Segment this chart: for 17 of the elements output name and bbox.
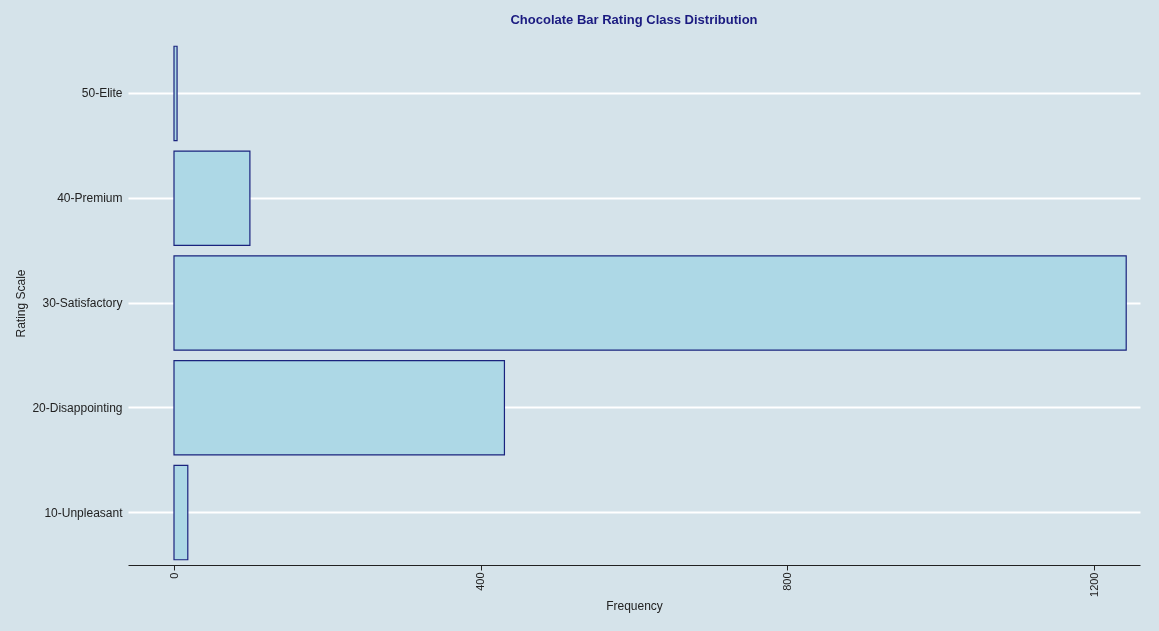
y-tick-label: 20-Disappointing [32, 400, 123, 415]
y-tick-label: 10-Unpleasant [44, 505, 124, 520]
bar [173, 464, 189, 561]
x-tick-label: 400 [474, 572, 487, 591]
y-tick-label: 40-Premium [57, 191, 123, 206]
bar [173, 360, 506, 456]
y-tick-label: 50-Elite [81, 86, 123, 101]
bar [173, 45, 178, 142]
x-tick-label: 0 [167, 572, 180, 579]
chart-title: Chocolate Bar Rating Class Distribution [510, 12, 758, 27]
x-axis-title: Frequency [606, 598, 663, 613]
x-tick-label: 1200 [1087, 572, 1100, 597]
y-axis-title: Rating Scale [14, 269, 29, 338]
y-tick-label: 30-Satisfactory [42, 296, 123, 310]
bar [173, 150, 251, 246]
bar [173, 255, 1127, 351]
x-tick-label: 800 [780, 572, 793, 591]
